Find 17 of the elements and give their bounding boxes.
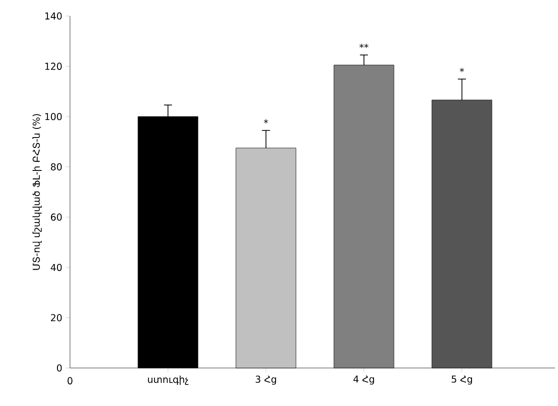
x-tick-label: ստուգիչ [148, 376, 188, 385]
y-tick-label: 140 [45, 12, 62, 20]
y-tick-label: 40 [50, 264, 62, 272]
y-tick-label: 20 [50, 314, 62, 322]
x-tick-label: 4 Հց [353, 376, 374, 385]
annotation: ** [359, 44, 368, 48]
x-tick-label: 3 Հց [256, 376, 276, 385]
x-tick-label: 5 Հց [452, 376, 472, 385]
y-tick-label: 100 [45, 112, 62, 120]
y-tick-label: 80 [50, 163, 62, 170]
y-axis-title: ՄՏ-ով մշակված ՖԼ-ի ԲՀՏ-ն (%) [32, 114, 42, 270]
y-tick-label: 60 [50, 214, 62, 221]
annotation: * [264, 119, 268, 124]
y-tick-label: 120 [45, 62, 62, 70]
annotation: * [460, 68, 464, 72]
text: 0 [68, 377, 72, 384]
y-tick-label: 0 [56, 364, 62, 372]
